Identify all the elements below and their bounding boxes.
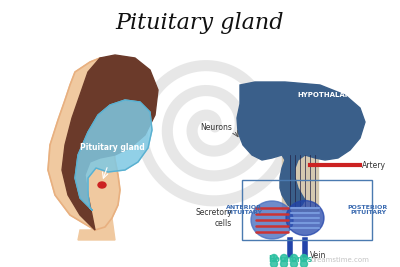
Text: dreamstime.com: dreamstime.com — [310, 257, 370, 263]
Text: Vein: Vein — [310, 250, 326, 260]
Circle shape — [270, 261, 278, 267]
Circle shape — [288, 208, 292, 212]
Circle shape — [290, 261, 298, 267]
Polygon shape — [78, 218, 115, 240]
Circle shape — [300, 261, 308, 267]
Circle shape — [270, 254, 278, 261]
Polygon shape — [237, 82, 365, 208]
Text: Pituitary gland: Pituitary gland — [80, 143, 144, 152]
Text: ANTERIOR
PITUITARY: ANTERIOR PITUITARY — [226, 205, 262, 215]
Circle shape — [298, 208, 302, 212]
Circle shape — [280, 261, 288, 267]
Circle shape — [308, 208, 312, 212]
Text: Neurons: Neurons — [200, 124, 232, 132]
Ellipse shape — [98, 182, 106, 188]
Circle shape — [280, 254, 288, 261]
Circle shape — [303, 208, 307, 212]
Circle shape — [313, 208, 317, 212]
Text: Pituitary gland: Pituitary gland — [116, 12, 284, 34]
Ellipse shape — [251, 201, 293, 239]
Polygon shape — [48, 58, 130, 230]
Polygon shape — [75, 100, 152, 210]
Text: Secretory
cells: Secretory cells — [195, 208, 232, 228]
Text: POSTERIOR
PITUITARY: POSTERIOR PITUITARY — [348, 205, 388, 215]
Ellipse shape — [286, 201, 324, 235]
Polygon shape — [282, 155, 318, 210]
Circle shape — [293, 208, 297, 212]
Polygon shape — [62, 55, 158, 230]
Circle shape — [300, 254, 308, 261]
Text: Artery: Artery — [362, 160, 386, 170]
Text: Hormones: Hormones — [268, 255, 312, 264]
Text: HYPOTHALAMUS: HYPOTHALAMUS — [297, 92, 363, 98]
Circle shape — [290, 254, 298, 261]
